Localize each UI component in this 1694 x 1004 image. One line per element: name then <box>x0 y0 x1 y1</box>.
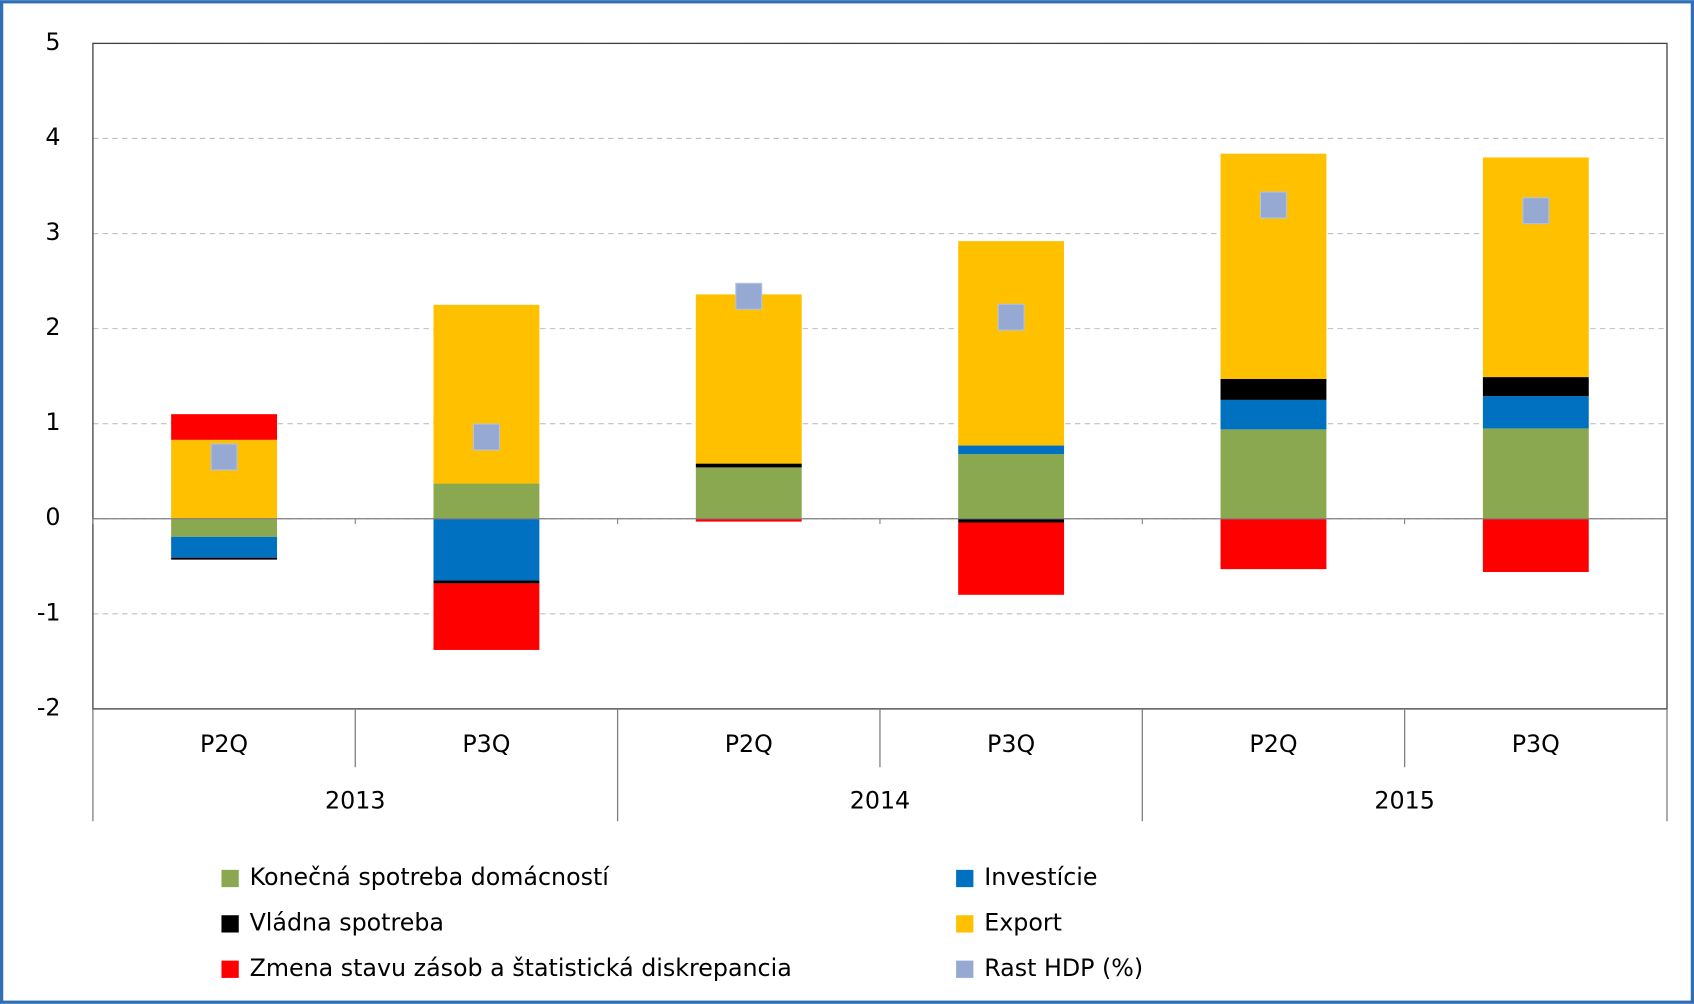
legend-label: Konečná spotreba domácností <box>250 863 611 891</box>
group-label: 2014 <box>850 786 910 814</box>
y-tick-label: 4 <box>45 123 60 151</box>
legend-label: Export <box>984 908 1062 936</box>
bar-segment <box>1220 429 1327 519</box>
gdp-marker <box>735 282 763 310</box>
gdp-marker <box>1259 191 1287 219</box>
y-tick-label: 3 <box>45 218 60 246</box>
gdp-marker <box>210 443 238 471</box>
bar-segment <box>1482 518 1589 572</box>
bar-segment <box>1220 153 1327 379</box>
bar-segment <box>695 518 802 522</box>
bar-segment <box>1482 377 1589 397</box>
bar-segment <box>1220 518 1327 570</box>
legend-label: Vládna spotreba <box>250 908 444 936</box>
legend-label: Investície <box>984 863 1097 891</box>
bar-segment <box>171 518 278 537</box>
legend-swatch <box>221 960 239 978</box>
bar-segment <box>1482 157 1589 378</box>
bar-segment <box>1482 396 1589 429</box>
legend-swatch <box>221 869 239 888</box>
y-tick-label: 1 <box>45 408 60 436</box>
legend-swatch <box>956 869 974 888</box>
bar-segment <box>433 518 540 581</box>
legend-label: Zmena stavu zásob a štatistická diskrepa… <box>250 954 792 982</box>
bar-segment <box>958 522 1065 595</box>
legend-swatch <box>956 915 974 933</box>
bar-segment <box>695 294 802 464</box>
bar-segment <box>433 483 540 519</box>
x-tick-label: P2Q <box>200 730 248 758</box>
bar-segment <box>958 454 1065 519</box>
bar-segment <box>958 241 1065 446</box>
y-tick-label: -1 <box>37 598 61 626</box>
bar-segment <box>1220 378 1327 400</box>
x-tick-label: P2Q <box>1249 730 1297 758</box>
gdp-marker <box>1522 197 1550 225</box>
legend-swatch <box>956 960 974 978</box>
legend-label: Rast HDP (%) <box>984 954 1143 982</box>
gdp-marker <box>997 303 1025 331</box>
bar-segment <box>171 414 278 440</box>
y-tick-label: 2 <box>45 313 60 341</box>
x-tick-label: P3Q <box>462 730 510 758</box>
group-label: 2015 <box>1374 786 1434 814</box>
group-label: 2013 <box>325 786 385 814</box>
bar-segment <box>1220 399 1327 430</box>
y-tick-label: -2 <box>37 693 61 721</box>
bar-segment <box>695 467 802 519</box>
bar-segment <box>433 304 540 484</box>
bar-segment <box>958 518 1065 523</box>
x-tick-label: P3Q <box>987 730 1035 758</box>
bar-segment <box>695 463 802 468</box>
bar-segment <box>1482 428 1589 519</box>
bar-segment <box>958 445 1065 455</box>
y-tick-label: 0 <box>45 503 60 531</box>
bar-segment <box>433 583 540 650</box>
gdp-marker <box>472 423 500 451</box>
bar-segment <box>171 536 278 558</box>
legend-swatch <box>221 915 239 933</box>
x-tick-label: P2Q <box>725 730 773 758</box>
x-tick-label: P3Q <box>1512 730 1560 758</box>
y-tick-label: 5 <box>45 28 60 56</box>
bar-segment <box>171 557 278 560</box>
bar-segment <box>433 580 540 584</box>
